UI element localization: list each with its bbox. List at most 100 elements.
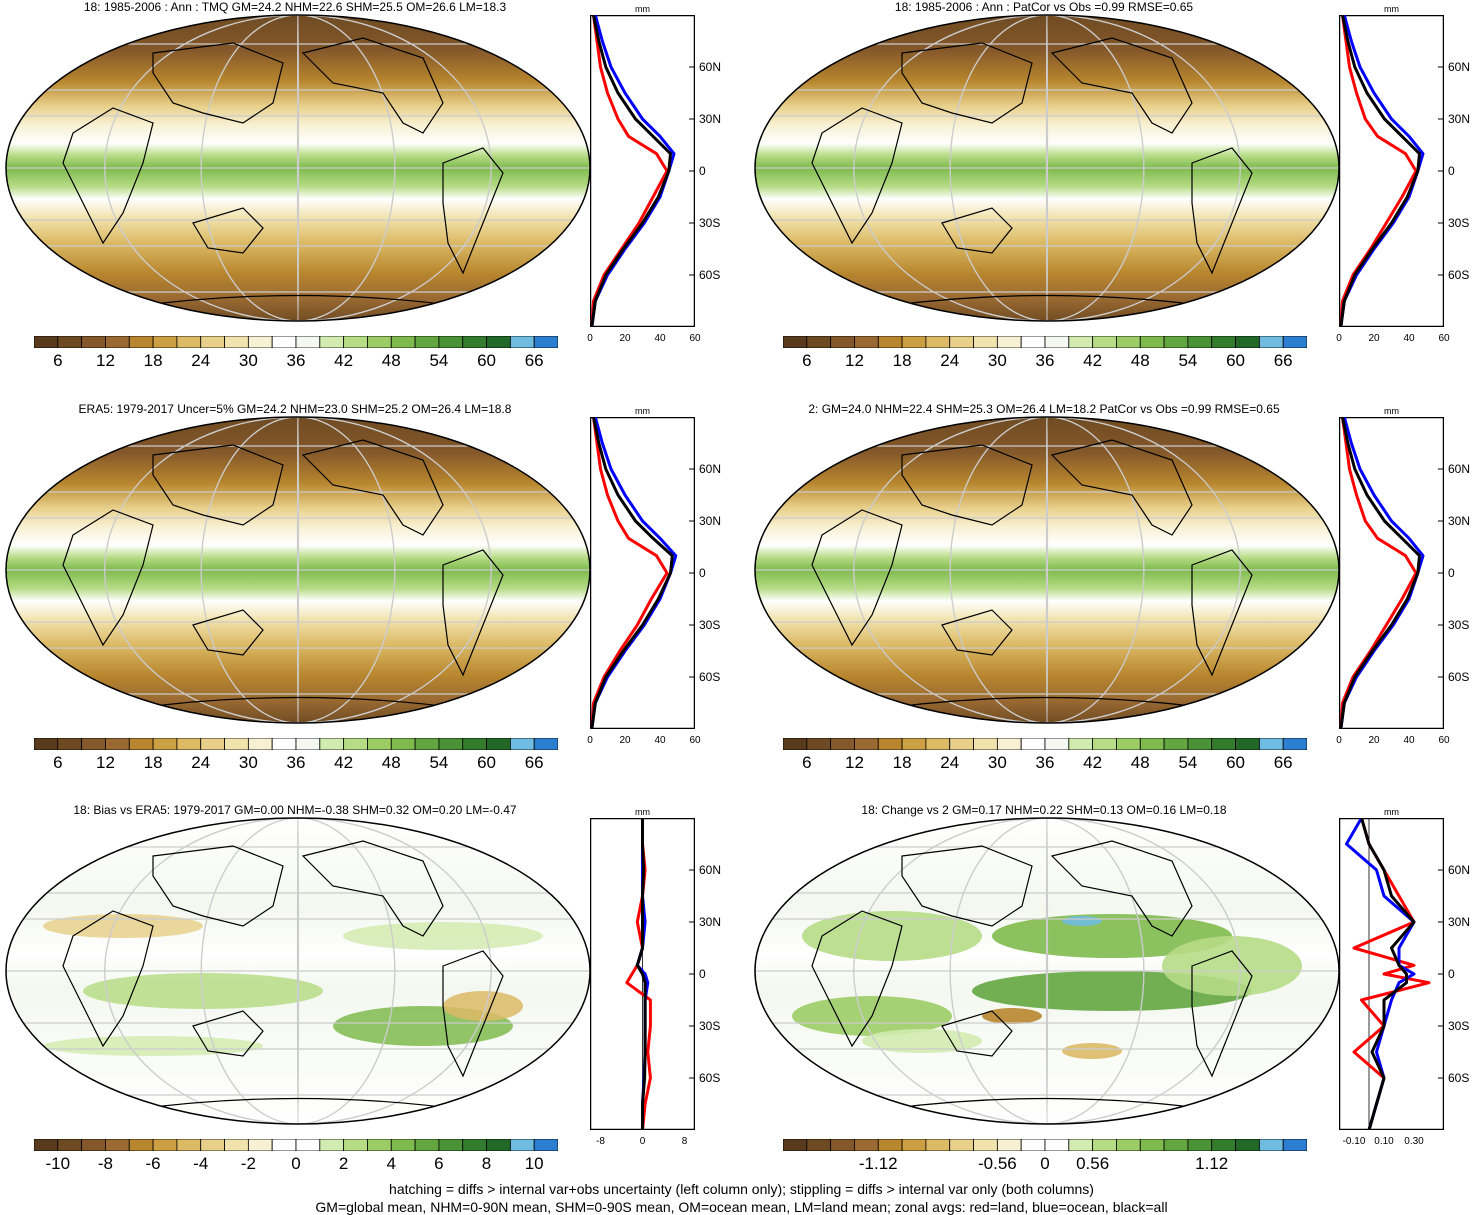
colorbar-swatch [34, 336, 59, 348]
zonal-x-tick-label: 40 [1403, 735, 1415, 746]
colorbar-swatch [806, 738, 832, 750]
panel-p3: ERA5: 1979-2017 Uncer=5% GM=24.2 NHM=23.… [0, 402, 740, 802]
colorbar-label: 4 [386, 1154, 396, 1173]
colorbar-swatch [1068, 336, 1094, 348]
lat-tick-label: 60N [1448, 863, 1471, 877]
colorbar-swatch [1235, 336, 1260, 348]
colorbar-swatch [830, 1139, 855, 1151]
lat-tick-label: 30N [1448, 514, 1471, 528]
lat-tick-label: 30N [699, 514, 722, 528]
colorbar-swatch [877, 336, 903, 348]
zonal-x-tick-label: 0 [587, 735, 593, 746]
colorbar-swatch [1258, 336, 1284, 348]
colorbar-swatch [1116, 336, 1141, 348]
colorbar-swatch [1020, 1139, 1046, 1151]
colorbar-label: 42 [1083, 753, 1103, 772]
colorbar-label: 6 [434, 1154, 444, 1173]
panel-title: 2: GM=24.0 NHM=22.4 SHM=25.3 OM=26.4 LM=… [808, 402, 1280, 416]
zonal-line-all-p5 [635, 818, 647, 1130]
colorbar-swatch [830, 336, 855, 348]
colorbar-swatch [343, 1139, 368, 1151]
colorbar-swatch [783, 1139, 808, 1151]
zonal-x-tick-label: 60 [689, 735, 701, 746]
colorbar-label: 48 [381, 351, 401, 370]
colorbar-swatch [462, 738, 487, 750]
colorbar-swatch [1187, 738, 1213, 750]
colorbar-swatch [271, 738, 297, 750]
robinson-map-p2 [754, 14, 1340, 322]
colorbar-swatch [1044, 738, 1070, 750]
colorbar-swatch [925, 1139, 951, 1151]
lat-tick-label: 30N [1448, 112, 1471, 126]
lat-tick-label: 60N [1448, 462, 1471, 476]
colorbar-swatch [438, 336, 464, 348]
colorbar-swatch [81, 738, 106, 750]
colorbar-swatch [224, 336, 249, 348]
colorbar-swatch [1020, 336, 1046, 348]
colorbar-swatch [1139, 1139, 1165, 1151]
colorbar-swatch [1258, 1139, 1284, 1151]
colorbar-swatch [783, 738, 808, 750]
colorbar-swatch [1020, 738, 1046, 750]
robinson-map-p5 [5, 817, 591, 1125]
colorbar-swatch [414, 738, 440, 750]
colorbar-swatch [1163, 1139, 1189, 1151]
lat-tick-label: 0 [1448, 164, 1455, 178]
colorbar-label: 24 [191, 351, 211, 370]
colorbar-label: 12 [844, 753, 864, 772]
colorbar-label: 12 [95, 753, 115, 772]
colorbar-label: 12 [95, 351, 115, 370]
colorbar-swatch [105, 738, 130, 750]
colorbar-swatch [949, 1139, 974, 1151]
zonal-line-land-p5 [625, 818, 652, 1130]
colorbar-label: 12 [844, 351, 864, 370]
colorbar-swatch [925, 738, 951, 750]
colorbar-swatch [200, 336, 225, 348]
colorbar-p1 [34, 336, 558, 348]
colorbar-swatch [1092, 1139, 1117, 1151]
zonal-line-all-p4 [1339, 417, 1421, 729]
robinson-map-p4 [754, 416, 1340, 724]
colorbar-label: 24 [191, 753, 211, 772]
colorbar-swatch [57, 336, 83, 348]
colorbar-swatch [81, 336, 106, 348]
colorbar-label: 2 [338, 1154, 349, 1173]
colorbar-p3 [34, 738, 558, 750]
zonal-x-tick-label: -0.10 [1342, 1136, 1366, 1147]
zonal-x-tick-label: 0.30 [1404, 1136, 1424, 1147]
colorbar-swatch [1258, 738, 1284, 750]
colorbar-swatch [176, 1139, 202, 1151]
zonal-line-land-p3 [590, 417, 669, 729]
colorbar-label: 48 [1130, 351, 1150, 370]
panel-title: ERA5: 1979-2017 Uncer=5% GM=24.2 NHM=23.… [78, 402, 512, 416]
colorbar-swatch [509, 738, 535, 750]
colorbar-swatch [200, 738, 225, 750]
colorbar-swatch [901, 1139, 927, 1151]
colorbar-swatch [1282, 336, 1307, 348]
lat-tick-label: 30N [699, 915, 722, 929]
colorbar-swatch [1116, 1139, 1141, 1151]
colorbar-swatch [105, 1139, 130, 1151]
colorbar-label: 6 [802, 351, 812, 370]
colorbar-label: 10 [524, 1154, 544, 1173]
colorbar-swatch [414, 336, 440, 348]
colorbar-swatch [1235, 738, 1260, 750]
colorbar-swatch [509, 1139, 535, 1151]
zonal-profile-p5 [590, 818, 695, 1130]
colorbar-swatch [973, 738, 998, 750]
zonal-x-tick-label: 20 [619, 735, 631, 746]
zonal-unit: mm [1384, 807, 1399, 817]
zonal-line-all-p6 [1360, 818, 1416, 1130]
colorbar-swatch [1211, 336, 1236, 348]
colorbar-swatch [390, 336, 416, 348]
lat-tick-label: 30S [699, 1019, 721, 1033]
lat-tick-label: 0 [699, 164, 706, 178]
zonal-profile-p6 [1339, 818, 1444, 1130]
zonal-x-tick-label: 40 [654, 735, 666, 746]
footnote-line-1: hatching = diffs > internal var+obs unce… [389, 1181, 1094, 1197]
colorbar-swatch [533, 738, 558, 750]
panel-p2: 18: 1985-2006 : Ann : PatCor vs Obs =0.9… [749, 0, 1483, 400]
colorbar-swatch [343, 738, 368, 750]
colorbar-label: 30 [987, 351, 1007, 370]
colorbar-label: 66 [524, 753, 544, 772]
